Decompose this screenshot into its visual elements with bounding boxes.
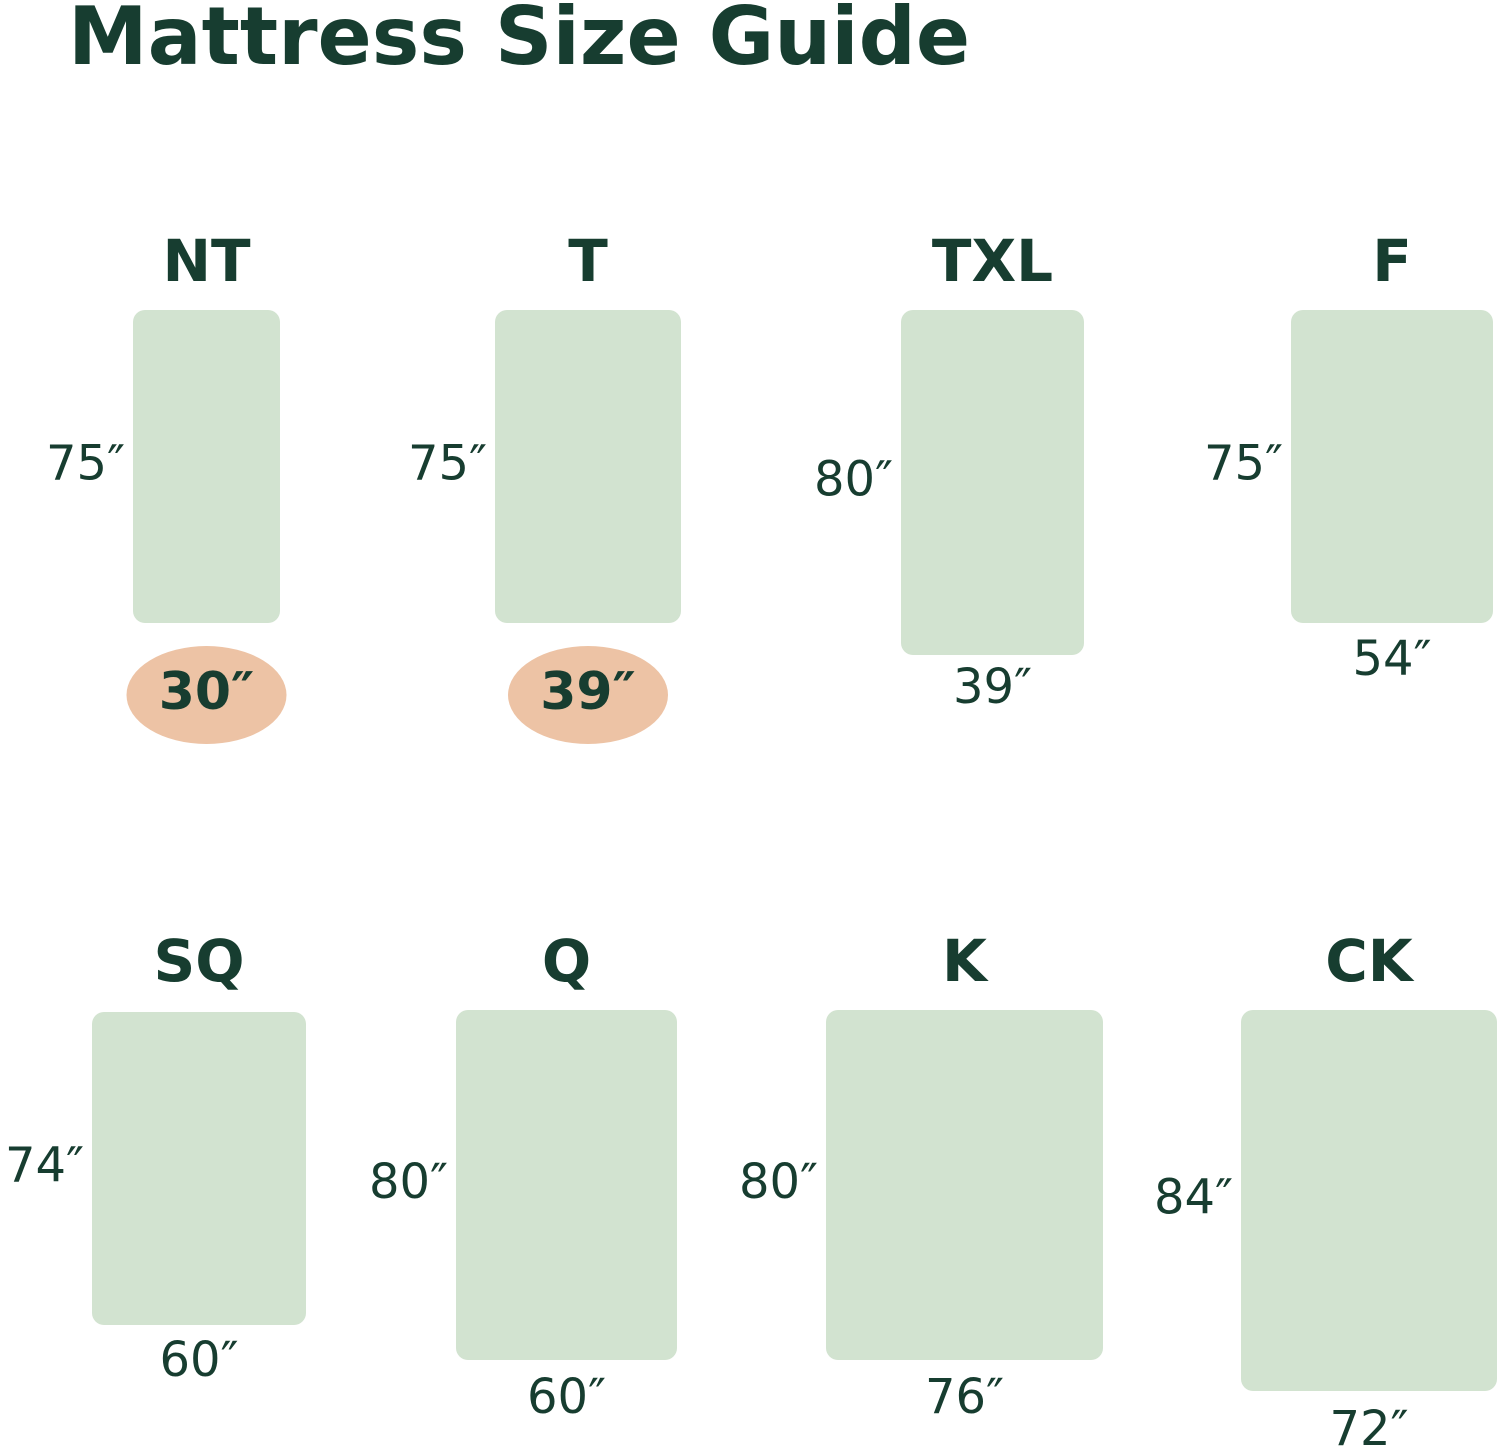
width-label: 54″ [1352, 631, 1431, 687]
mattress [495, 310, 681, 623]
length-label: 80″ [369, 1154, 448, 1210]
width-label: 60″ [527, 1369, 606, 1425]
width-label: 30″ [159, 662, 255, 722]
mattress [1291, 310, 1493, 623]
size-name: NT [162, 227, 251, 295]
length-label: 84″ [1154, 1170, 1233, 1226]
mattress [826, 1010, 1103, 1360]
size-name: F [1372, 227, 1412, 295]
length-label: 75″ [1204, 436, 1283, 492]
size-name: T [568, 227, 608, 295]
title: Mattress Size Guide [68, 0, 970, 83]
width-label: 76″ [925, 1369, 1004, 1425]
length-label: 80″ [739, 1154, 818, 1210]
width-label: 72″ [1329, 1401, 1408, 1454]
size-name: CK [1325, 927, 1415, 995]
length-label: 75″ [46, 436, 125, 492]
size-name: TXL [932, 227, 1053, 295]
width-label: 39″ [540, 662, 636, 722]
size-name: K [942, 927, 989, 995]
size-name: SQ [153, 927, 244, 995]
mattress [901, 310, 1084, 655]
mattress [133, 310, 280, 623]
highlight [126, 646, 287, 744]
width-label: 60″ [159, 1332, 238, 1388]
length-label: 80″ [814, 452, 893, 508]
length-label: 74″ [5, 1138, 84, 1194]
mattress [1241, 1010, 1497, 1391]
highlight [508, 646, 668, 744]
mattress [92, 1012, 306, 1325]
length-label: 75″ [408, 436, 487, 492]
width-label: 39″ [953, 659, 1032, 715]
mattress [456, 1010, 677, 1360]
size-name: Q [542, 927, 591, 995]
